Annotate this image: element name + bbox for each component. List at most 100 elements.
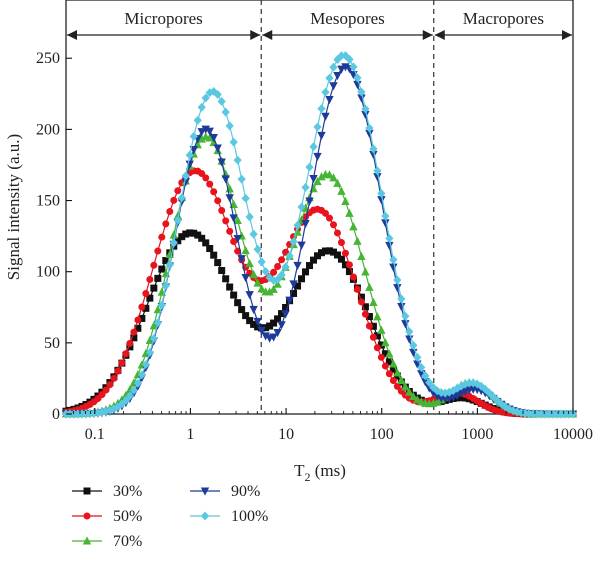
data-point (369, 297, 378, 306)
data-point (221, 107, 230, 117)
data-point (389, 377, 397, 385)
data-point (365, 282, 374, 291)
data-point (329, 173, 338, 182)
data-point (225, 121, 234, 131)
data-point (349, 273, 357, 281)
data-point (310, 256, 318, 264)
data-point (385, 370, 393, 378)
data-point (353, 285, 361, 293)
region-arrowhead-right (562, 30, 572, 40)
data-point (293, 261, 302, 271)
region-arrowhead-left (67, 30, 77, 40)
region-arrowhead-right (422, 30, 433, 40)
data-point (313, 176, 322, 186)
data-point (214, 197, 222, 205)
y-axis: 0 50 100 150 200 250 (36, 50, 72, 423)
legend-item: 100% (190, 508, 268, 525)
data-point (298, 275, 306, 283)
data-point (341, 249, 349, 257)
data-point (377, 189, 386, 198)
series-30-pct (62, 229, 577, 418)
data-point (345, 54, 354, 64)
data-point (357, 298, 365, 306)
data-point (142, 289, 150, 297)
data-point (281, 310, 290, 319)
data-point (245, 212, 254, 222)
region-label: Macropores (463, 9, 544, 28)
data-point (361, 104, 370, 114)
data-point (333, 71, 342, 81)
data-point (361, 303, 369, 311)
legend-item: 50% (72, 508, 142, 525)
data-point (393, 382, 401, 390)
data-point (257, 326, 266, 335)
legend-item: 90% (190, 483, 260, 500)
data-point (158, 233, 166, 241)
data-point (325, 95, 334, 105)
data-point (405, 327, 414, 337)
data-point (305, 197, 314, 206)
data-point (401, 311, 410, 321)
data-point (269, 284, 278, 293)
data-point (146, 275, 154, 283)
data-point (385, 349, 394, 358)
data-point (202, 239, 210, 247)
data-point (158, 265, 166, 273)
region-arrowhead-left (434, 30, 445, 40)
data-point (377, 325, 386, 334)
data-point (345, 261, 353, 269)
data-point (126, 339, 134, 347)
data-point (325, 170, 334, 179)
data-point (257, 284, 266, 293)
data-point (138, 303, 146, 311)
legend-swatch-marker (83, 487, 91, 495)
y-tick-label: 50 (44, 335, 60, 352)
data-point (409, 340, 418, 350)
legend-swatch-marker (200, 487, 210, 496)
data-point (493, 395, 502, 405)
data-point (233, 215, 242, 224)
data-point (153, 318, 162, 328)
legend-item: 30% (72, 483, 142, 500)
data-point (210, 188, 218, 196)
data-point (229, 137, 238, 147)
data-point (389, 255, 398, 265)
data-point (365, 123, 374, 133)
data-point (153, 305, 163, 314)
data-point (217, 158, 226, 167)
data-point (197, 102, 206, 112)
data-point (206, 180, 214, 188)
data-point (242, 312, 250, 320)
data-point (193, 115, 202, 125)
data-point (241, 193, 250, 203)
data-point (173, 215, 182, 225)
data-point (313, 122, 322, 132)
data-point (285, 251, 294, 261)
data-point (150, 261, 158, 269)
data-point (369, 144, 378, 154)
data-point (261, 267, 270, 276)
data-point (114, 367, 122, 375)
data-point (345, 268, 353, 276)
data-point (149, 334, 158, 344)
data-point (213, 144, 222, 153)
data-point (245, 258, 254, 268)
data-point (377, 353, 385, 361)
data-point (174, 187, 182, 195)
data-point (433, 386, 442, 396)
y-tick-label: 0 (52, 406, 60, 423)
data-point (421, 371, 430, 381)
data-point (309, 142, 318, 152)
plot-frame (65, 0, 574, 415)
region-arrowhead-left (262, 30, 273, 40)
legend-label: 70% (113, 533, 142, 550)
data-point (169, 238, 178, 248)
data-point (401, 382, 410, 391)
data-point (337, 65, 346, 74)
data-point (121, 395, 130, 405)
data-point (373, 312, 382, 321)
data-point (365, 322, 373, 330)
data-point (289, 280, 298, 289)
data-point (333, 229, 341, 237)
data-point (241, 274, 250, 283)
